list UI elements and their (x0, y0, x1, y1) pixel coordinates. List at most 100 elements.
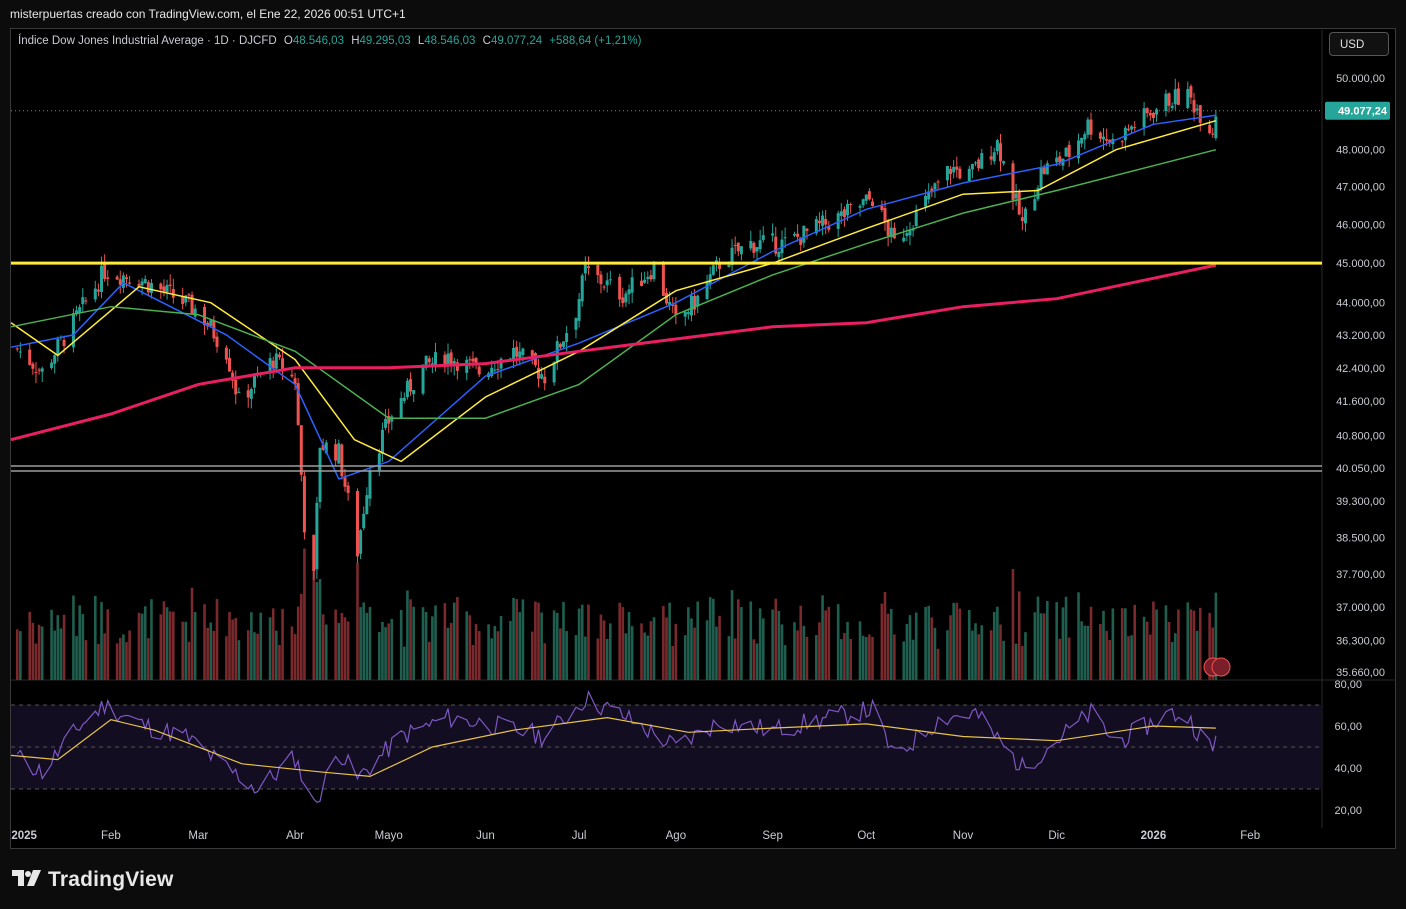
volume-bar (50, 609, 53, 680)
price-tick-label: 37.000,00 (1336, 602, 1385, 614)
volume-bar (1130, 635, 1133, 680)
candle-body (624, 293, 628, 303)
volume-bar (1127, 636, 1130, 680)
candle-body (1189, 86, 1193, 98)
volume-bar (1011, 569, 1015, 680)
volume-bar (203, 604, 206, 680)
volume-bar (1195, 630, 1199, 680)
close-value: 49.077,24 (490, 35, 543, 47)
candle-body (752, 242, 756, 253)
volume-bar (621, 607, 625, 680)
volume-bar (434, 605, 437, 680)
candle-body (980, 153, 984, 169)
symbol-title[interactable]: Índice Dow Jones Industrial Average · 1D… (18, 35, 277, 47)
volume-bar (889, 608, 893, 680)
volume-bar (733, 638, 737, 680)
time-tick-label: Feb (1240, 830, 1260, 842)
volume-bar (449, 622, 453, 680)
candle-body (777, 252, 781, 258)
candle-body (249, 389, 253, 399)
volume-bar (1189, 609, 1193, 680)
candle-body (93, 288, 97, 300)
candle-body (718, 262, 722, 269)
volume-bar (268, 617, 272, 680)
candle-body (368, 470, 372, 499)
price-tick-label: 40.800,00 (1336, 430, 1385, 442)
volume-bar (761, 618, 765, 680)
volume-bar (271, 608, 275, 680)
volume-bar (172, 611, 175, 680)
volume-bar (321, 614, 325, 680)
volume-bar (237, 640, 241, 680)
candle-body (805, 228, 809, 231)
volume-bar (165, 607, 169, 680)
volume-bar (406, 590, 409, 680)
volume-bar (815, 635, 818, 680)
time-tick-label: Nov (953, 830, 974, 842)
volume-bar (902, 641, 906, 680)
candle-body (246, 390, 250, 398)
candle-body (974, 162, 978, 164)
candle-body (115, 276, 119, 280)
candle-body (924, 195, 928, 207)
candle-body (296, 383, 300, 425)
volume-bar (359, 607, 362, 680)
currency-button[interactable]: USD (1329, 32, 1389, 56)
open-value: 48.546,03 (292, 35, 344, 47)
candle-body (50, 362, 54, 368)
volume-bar (893, 634, 896, 680)
candle-body (1086, 119, 1090, 135)
candle-body (696, 295, 700, 307)
volume-bar (128, 630, 131, 680)
volume-bar (1086, 625, 1090, 680)
volume-bar (565, 631, 568, 680)
candle-body (755, 247, 759, 252)
candle-body (608, 279, 612, 281)
candle-body (434, 352, 438, 365)
volume-bar (868, 634, 871, 680)
candle-body (1102, 136, 1105, 140)
volume-bar (864, 637, 868, 680)
candle-body (821, 215, 825, 226)
candle-body (674, 304, 678, 315)
candle-body (455, 362, 459, 371)
volume-bar (668, 602, 671, 680)
candle-body (543, 376, 547, 384)
volume-bar (543, 643, 547, 680)
volume-bar (821, 595, 824, 680)
volume-bar (122, 634, 125, 680)
candle-body (849, 203, 853, 205)
candle-body (1058, 156, 1062, 163)
candle-body (671, 304, 675, 306)
volume-bar (949, 615, 952, 680)
volume-bar (886, 613, 890, 680)
volume-bar (599, 614, 603, 680)
candle-body (162, 286, 166, 292)
volume-bar (1077, 592, 1080, 680)
price-tick-label: 40.050,00 (1336, 463, 1385, 475)
volume-bar (1192, 610, 1196, 680)
volume-bar (184, 621, 188, 680)
volume-bar (290, 626, 294, 680)
volume-bar (1214, 592, 1218, 680)
volume-bar (584, 636, 587, 680)
volume-bar (387, 623, 390, 680)
candle-body (321, 444, 325, 450)
price-tick-label: 45.000,00 (1336, 258, 1385, 270)
volume-bar (818, 622, 821, 680)
candle-body (1170, 105, 1174, 109)
candle-body (802, 225, 806, 243)
candle-body (1036, 187, 1040, 200)
volume-bar (228, 612, 231, 680)
candle-body (193, 308, 197, 317)
volume-bar (793, 622, 796, 680)
candle-body (405, 380, 409, 397)
candle-body (40, 368, 44, 372)
volume-bar (930, 617, 934, 680)
volume-bar (231, 619, 234, 680)
candle-body (605, 280, 609, 286)
volume-bar (715, 626, 718, 680)
volume-bar (368, 606, 372, 680)
volume-bar (627, 612, 631, 680)
